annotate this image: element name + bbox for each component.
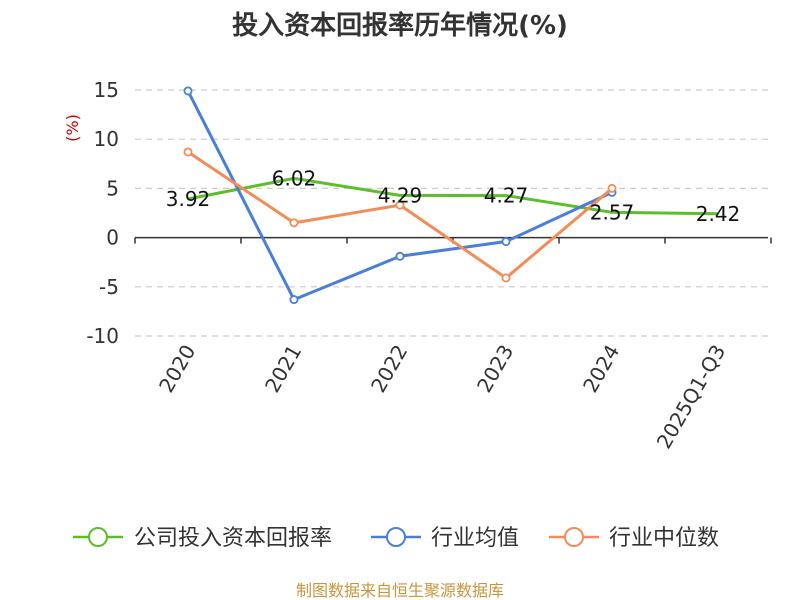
axis-layer: 15 10 5 0 -5 -10 2020 2021 2022 2023 2024 2025Q1-Q3 xyxy=(86,78,772,453)
legend-label: 公司投入资本回报率 xyxy=(134,526,332,551)
legend: 公司投入资本回报率 行业均值 行业中位数 xyxy=(73,526,719,551)
series-point-2 xyxy=(289,218,299,228)
legend-label: 行业中位数 xyxy=(609,526,719,551)
x-tick-label: 2023 xyxy=(472,341,518,397)
y-tick-label: 0 xyxy=(106,226,119,250)
data-label: 3.92 xyxy=(166,187,211,211)
series-point-2 xyxy=(501,273,511,283)
y-tick-label: -5 xyxy=(99,275,119,299)
x-tick-label: 2024 xyxy=(578,341,624,397)
data-label: 2.57 xyxy=(590,200,635,224)
legend-swatch-marker xyxy=(386,527,406,547)
chart-title: 投入资本回报率历年情况(%) xyxy=(232,10,568,41)
y-tick-label: 15 xyxy=(94,78,119,102)
y-tick-label: 10 xyxy=(94,127,119,151)
series-point-2 xyxy=(183,147,193,157)
data-label: 2.42 xyxy=(696,202,741,226)
y-axis-unit-label: (%) xyxy=(63,114,82,142)
x-tick-label: 2025Q1-Q3 xyxy=(652,341,731,453)
data-label: 4.29 xyxy=(378,183,423,207)
legend-label: 行业均值 xyxy=(431,526,519,551)
data-label: 4.27 xyxy=(484,184,529,208)
series-line-0 xyxy=(187,176,719,216)
y-tick-label: 5 xyxy=(106,176,119,200)
series-point-1 xyxy=(395,251,405,261)
source-label: 制图数据来自恒生聚源数据库 xyxy=(296,581,504,600)
series-layer xyxy=(183,86,719,305)
data-label: 6.02 xyxy=(272,166,317,190)
series-point-1 xyxy=(501,237,511,247)
x-tick-label: 2022 xyxy=(366,341,412,397)
x-tick-label: 2020 xyxy=(154,341,200,397)
legend-swatch-marker xyxy=(564,527,584,547)
legend-swatch-marker xyxy=(88,527,108,547)
series-point-2 xyxy=(395,200,405,210)
data-label-layer: 3.92 6.02 4.29 4.27 2.57 2.42 xyxy=(166,166,741,225)
series-point-1 xyxy=(183,86,193,96)
x-tick-label: 2021 xyxy=(260,341,306,397)
y-tick-label: -10 xyxy=(86,324,119,348)
series-point-2 xyxy=(607,183,617,193)
series-point-1 xyxy=(289,295,299,305)
